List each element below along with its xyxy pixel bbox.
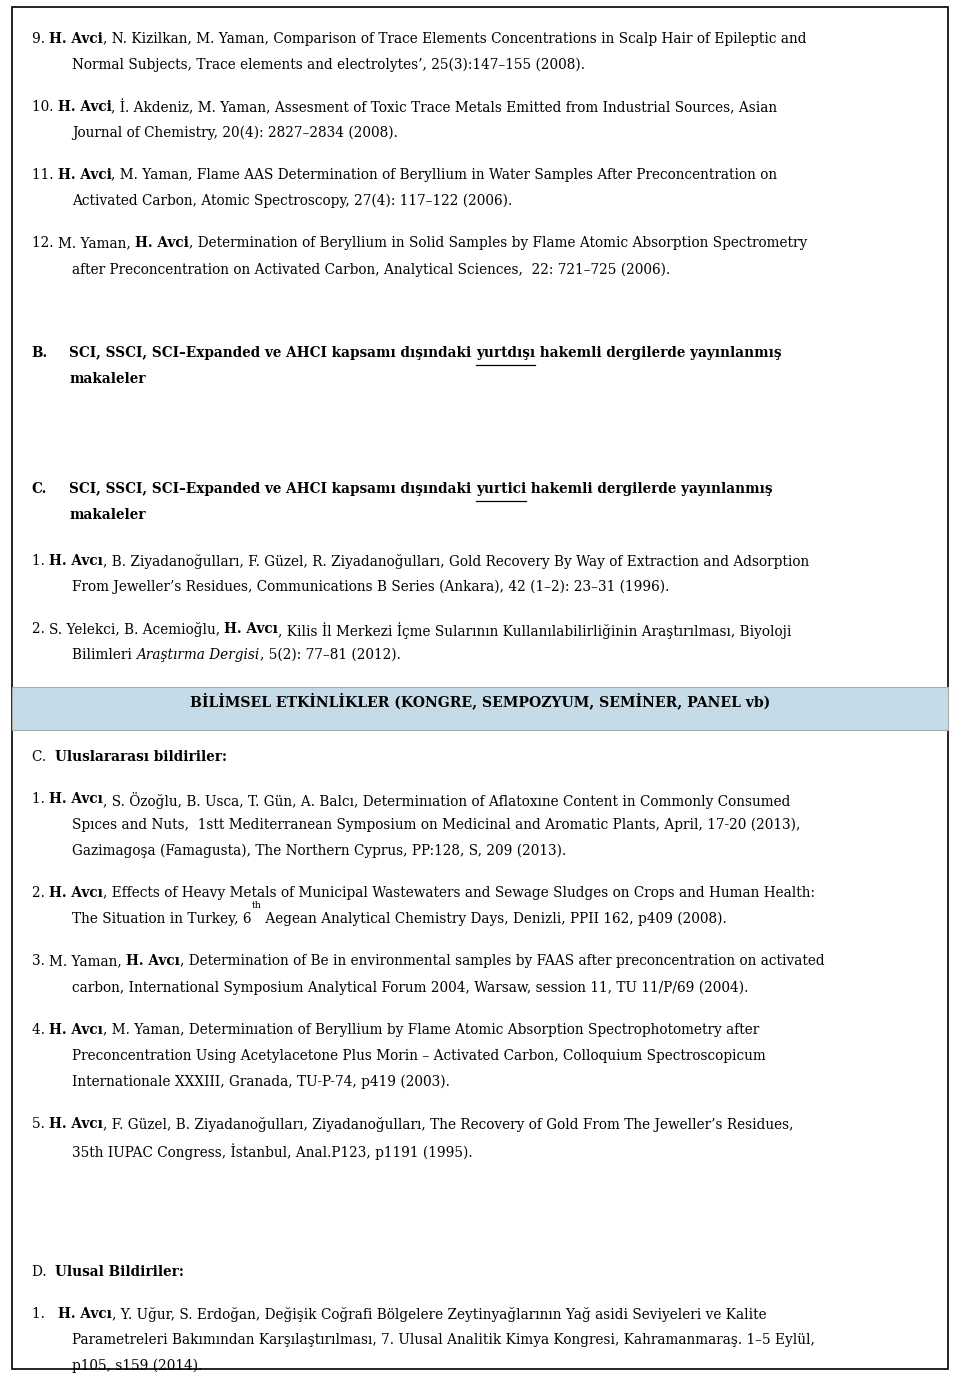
Text: th: th	[252, 901, 261, 910]
Text: Normal Subjects, Trace elements and electrolytes’, 25(3):147–155 (2008).: Normal Subjects, Trace elements and elec…	[72, 58, 585, 72]
Text: From Jeweller’s Residues, Communications B Series (Ankara), 42 (1–2): 23–31 (199: From Jeweller’s Residues, Communications…	[72, 579, 669, 594]
Text: H. Avci: H. Avci	[49, 32, 103, 45]
Text: The Situation in Turkey, 6: The Situation in Turkey, 6	[72, 912, 252, 926]
Text: 3.: 3.	[32, 955, 49, 969]
Text: Aegean Analytical Chemistry Days, Denizli, PPII 162, p409 (2008).: Aegean Analytical Chemistry Days, Denizl…	[261, 912, 727, 926]
Text: , Kilis İl Merkezi İçme Sularının Kullanılabilirliğinin Araştırılması, Biyoloji: , Kilis İl Merkezi İçme Sularının Kullan…	[278, 622, 792, 638]
Text: , N. Kizilkan, M. Yaman, Comparison of Trace Elements Concentrations in Scalp Ha: , N. Kizilkan, M. Yaman, Comparison of T…	[103, 32, 806, 45]
Text: B.: B.	[32, 345, 48, 361]
Text: Araştırma Dergisi: Araştırma Dergisi	[136, 648, 259, 662]
Text: C.: C.	[32, 483, 47, 497]
Text: H. Avcı: H. Avcı	[225, 622, 278, 636]
Text: H. Avci: H. Avci	[58, 168, 111, 182]
Text: H. Avcı: H. Avcı	[49, 793, 103, 806]
Text: makaleler: makaleler	[69, 372, 146, 385]
Text: H. Avci: H. Avci	[58, 100, 111, 114]
Text: H. Avcı: H. Avcı	[49, 555, 103, 568]
Text: Gazimagoşa (Famagusta), The Northern Cyprus, PP:128, S, 209 (2013).: Gazimagoşa (Famagusta), The Northern Cyp…	[72, 843, 566, 859]
Text: Parametreleri Bakımından Karşılaştırılması, 7. Ulusal Analitik Kimya Kongresi, K: Parametreleri Bakımından Karşılaştırılma…	[72, 1333, 815, 1347]
Text: S. Yelekci, B. Acemioğlu,: S. Yelekci, B. Acemioğlu,	[49, 622, 225, 637]
Text: M. Yaman,: M. Yaman,	[58, 237, 134, 250]
Text: , M. Yaman, Flame AAS Determination of Beryllium in Water Samples After Preconce: , M. Yaman, Flame AAS Determination of B…	[111, 168, 778, 182]
Text: H. Avcı: H. Avcı	[58, 1307, 111, 1321]
Text: , M. Yaman, Determinıation of Beryllium by Flame Atomic Absorption Spectrophotom: , M. Yaman, Determinıation of Beryllium …	[103, 1022, 759, 1036]
Text: , 5(2): 77–81 (2012).: , 5(2): 77–81 (2012).	[259, 648, 400, 662]
Text: BİLİMSEL ETKİNLİKLER (KONGRE, SEMPOZYUM, SEMİNER, PANEL vb): BİLİMSEL ETKİNLİKLER (KONGRE, SEMPOZYUM,…	[190, 692, 770, 709]
Text: p105, s159 (2014).: p105, s159 (2014).	[72, 1359, 203, 1373]
Text: , F. Güzel, B. Ziyadanoğulları, Ziyadanoğulları, The Recovery of Gold From The J: , F. Güzel, B. Ziyadanoğulları, Ziyadano…	[103, 1117, 793, 1132]
Text: Ulusal Bildiriler:: Ulusal Bildiriler:	[55, 1265, 184, 1278]
Text: C.: C.	[32, 750, 55, 764]
Text: makaleler: makaleler	[69, 508, 146, 523]
Text: 5.: 5.	[32, 1117, 49, 1131]
Text: after Preconcentration on Activated Carbon, Analytical Sciences,  22: 721–725 (2: after Preconcentration on Activated Carb…	[72, 263, 670, 277]
Text: 10.: 10.	[32, 100, 58, 114]
Text: 2.: 2.	[32, 886, 49, 900]
Text: M. Yaman,: M. Yaman,	[49, 955, 126, 969]
Text: Bilimleri: Bilimleri	[72, 648, 136, 662]
Text: 1.: 1.	[32, 793, 49, 806]
Text: , Determination of Beryllium in Solid Samples by Flame Atomic Absorption Spectro: , Determination of Beryllium in Solid Sa…	[188, 237, 806, 250]
Text: 1.: 1.	[32, 1307, 58, 1321]
Text: 2.: 2.	[32, 622, 49, 636]
Text: , B. Ziyadanoğulları, F. Güzel, R. Ziyadanoğulları, Gold Recovery By Way of Extr: , B. Ziyadanoğulları, F. Güzel, R. Ziyad…	[103, 555, 809, 570]
Text: Activated Carbon, Atomic Spectroscopy, 27(4): 117–122 (2006).: Activated Carbon, Atomic Spectroscopy, 2…	[72, 194, 513, 208]
Text: , Effects of Heavy Metals of Municipal Wastewaters and Sewage Sludges on Crops a: , Effects of Heavy Metals of Municipal W…	[103, 886, 815, 900]
Text: Internationale XXXIII, Granada, TU-P-74, p419 (2003).: Internationale XXXIII, Granada, TU-P-74,…	[72, 1075, 450, 1088]
Bar	[12, 687, 948, 729]
Text: hakemli dergilerde yayınlanmış: hakemli dergilerde yayınlanmış	[536, 345, 781, 361]
Text: H. Avcı: H. Avcı	[49, 886, 103, 900]
Text: , İ. Akdeniz, M. Yaman, Assesment of Toxic Trace Metals Emitted from Industrial : , İ. Akdeniz, M. Yaman, Assesment of Tox…	[111, 100, 778, 116]
Text: 4.: 4.	[32, 1022, 49, 1036]
Text: Spıces and Nuts,  1stt Mediterranean Symposium on Medicinal and Aromatic Plants,: Spıces and Nuts, 1stt Mediterranean Symp…	[72, 817, 801, 832]
Text: SCI, SSCI, SCI–Expanded ve AHCI kapsamı dışındaki: SCI, SSCI, SCI–Expanded ve AHCI kapsamı …	[69, 345, 476, 361]
Text: 12.: 12.	[32, 237, 58, 250]
Text: , Y. Uğur, S. Erdoğan, Değişik Coğrafi Bölgelere Zeytinyağlarının Yağ asidi Sevi: , Y. Uğur, S. Erdoğan, Değişik Coğrafi B…	[111, 1307, 766, 1322]
Text: SCI, SSCI, SCI–Expanded ve AHCI kapsamı dışındaki: SCI, SSCI, SCI–Expanded ve AHCI kapsamı …	[69, 483, 476, 497]
Text: , Determination of Be in environmental samples by FAAS after preconcentration on: , Determination of Be in environmental s…	[180, 955, 825, 969]
Text: yurtici: yurtici	[476, 483, 526, 497]
Text: Preconcentration Using Acetylacetone Plus Morin – Activated Carbon, Colloquium S: Preconcentration Using Acetylacetone Plu…	[72, 1049, 766, 1062]
Text: H. Avcı: H. Avcı	[49, 1022, 103, 1036]
Text: Uluslararası bildiriler:: Uluslararası bildiriler:	[55, 750, 227, 764]
Text: H. Avci: H. Avci	[134, 237, 188, 250]
Text: carbon, International Symposium Analytical Forum 2004, Warsaw, session 11, TU 11: carbon, International Symposium Analytic…	[72, 980, 749, 995]
Text: D.: D.	[32, 1265, 55, 1278]
Text: Journal of Chemistry, 20(4): 2827–2834 (2008).: Journal of Chemistry, 20(4): 2827–2834 (…	[72, 125, 397, 140]
Text: yurtdışı: yurtdışı	[476, 345, 536, 361]
Text: 35th IUPAC Congress, İstanbul, Anal.P123, p1191 (1995).: 35th IUPAC Congress, İstanbul, Anal.P123…	[72, 1142, 472, 1160]
Text: hakemli dergilerde yayınlanmış: hakemli dergilerde yayınlanmış	[526, 483, 773, 497]
Text: 9.: 9.	[32, 32, 49, 45]
Text: 1.: 1.	[32, 555, 49, 568]
Text: H. Avcı: H. Avcı	[126, 955, 180, 969]
Text: H. Avcı: H. Avcı	[49, 1117, 103, 1131]
Text: , S. Özoğlu, B. Usca, T. Gün, A. Balcı, Determinıation of Aflatoxıne Content in : , S. Özoğlu, B. Usca, T. Gün, A. Balcı, …	[103, 793, 790, 809]
Text: 11.: 11.	[32, 168, 58, 182]
